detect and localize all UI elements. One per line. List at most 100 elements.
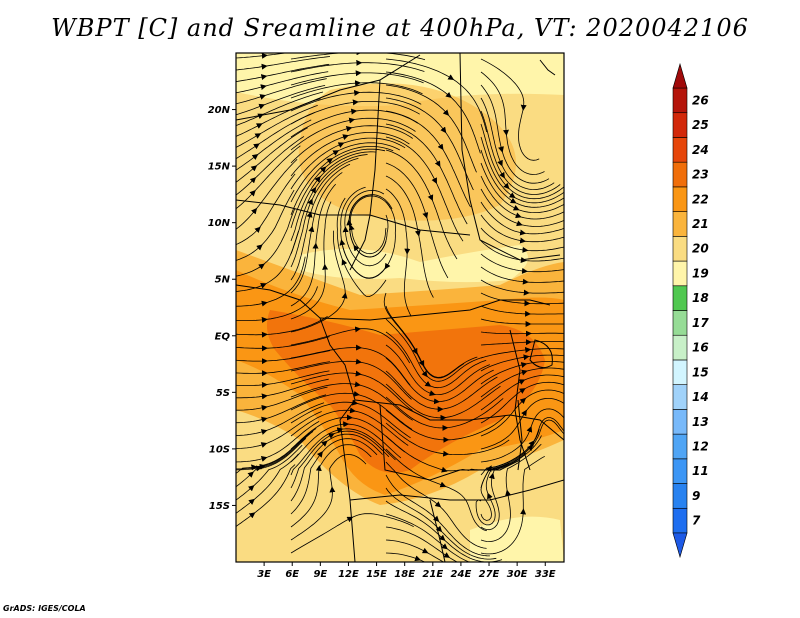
lake-outline [529,339,553,369]
streamline-arrow [508,192,516,199]
chart-title: WBPT [C] and Sreamline at 400hPa, VT: 20… [51,14,749,42]
streamline-arrow [421,370,428,378]
lat-tick-label: 15N [208,162,231,173]
border-line [349,479,564,501]
colorbar-max-arrow [672,62,688,89]
streamline-arrow [429,390,436,396]
streamline-arrow [314,176,321,183]
lon-tick-label: 30E [507,569,528,580]
colorbar-min-arrow [672,532,688,559]
streamline-arrow [251,154,259,160]
streamline-arrow [432,515,440,523]
streamline-arrow [442,109,450,116]
colorbar-segment [672,260,688,287]
streamline-arrow [260,456,268,462]
colorbar-segment [672,483,688,509]
border-line [236,54,421,121]
colorbar-segment [672,384,688,410]
streamline [290,53,426,61]
streamline-arrow [253,143,260,150]
streamline-arrow [341,258,348,266]
streamline-arrow [247,471,254,478]
streamline-arrow [250,207,258,215]
streamline-arrow [247,485,255,492]
streamline-arrow [526,444,534,452]
lon-tick-label: 33E [535,569,556,580]
streamline-arrow [254,133,262,139]
streamline-arrow [351,399,359,406]
lon-tick-label: 15E [366,569,387,580]
colorbar-segment [672,112,688,138]
border-line [319,299,551,321]
streamline-arrow [258,103,266,110]
colorbar-label: 23 [692,168,709,182]
streamline-arrow [487,492,493,500]
footer-credit: GrADS: IGES/COLA [3,604,86,613]
colorbar: 7 9 11 12 13 14 15 16 17 18 19 20 21 22 23 24 25 26 [672,62,709,559]
latitude-axis: 20N 15N 10N 5N EQ 5S 10S 15S [208,105,236,512]
lat-tick-label: 15S [209,501,230,512]
streamline-arrow [248,512,256,519]
streamline-arrow [250,165,258,172]
streamline-arrow [341,292,348,299]
colorbar-label: 15 [692,365,709,379]
colorbar-segment [672,211,688,237]
streamline-arrow [346,516,354,523]
streamline-arrow [332,150,340,156]
streamline-arrow [439,481,447,488]
streamline-arrow [248,498,255,505]
streamline-arrow [414,230,421,237]
colorbar-label: 16 [692,341,709,355]
streamline-arrow [422,212,429,219]
streamline-arrow [447,74,455,80]
streamline-arrow [260,84,267,91]
streamline-arrow [519,237,527,244]
streamline-arrow [261,416,268,423]
streamline-arrow [348,117,356,124]
streamline-arrow [316,451,323,458]
colorbar-segment [672,507,688,534]
streamline-arrow [258,263,265,270]
lon-tick-label: 21E [422,569,443,580]
streamline-arrow [503,182,510,190]
colorbar-label: 7 [692,514,701,528]
streamline-arrow [254,226,261,234]
streamline-arrow [328,433,335,439]
streamline-arrow [255,123,263,129]
streamline-arrow [438,534,446,541]
colorbar-label: 12 [692,439,709,453]
streamline-arrow [497,159,503,167]
colorbar-label: 14 [692,390,709,404]
streamline-arrow [505,489,512,497]
colorbar-segment [672,409,688,435]
streamline-arrow [321,440,328,447]
border-line [354,399,564,441]
lon-tick-label: 27E [479,569,500,580]
streamline-arrow [307,198,313,206]
colorbar-label: 11 [692,464,709,478]
streamline-arrow [339,239,346,246]
lon-tick-label: 12E [338,569,359,580]
streamline-arrow [257,113,264,120]
streamline-arrow [353,390,360,397]
streamline-arrow [259,94,267,100]
colorbar-segment [672,310,688,336]
streamline-arrow [523,354,530,361]
streamline-arrow [260,442,268,448]
streamline-arrow [306,211,313,218]
colorbar-label: 17 [692,316,709,330]
lat-tick-label: 5S [216,388,230,399]
lat-tick-label: 5N [215,275,231,286]
streamline-arrow [509,197,517,204]
streamline-arrow [249,190,256,197]
streamline-arrow [427,194,434,202]
lat-tick-label: 10S [209,444,230,455]
lon-tick-label: 3E [257,569,271,580]
streamline-arrow [440,126,447,134]
streamline-arrow [445,91,452,99]
streamline-arrow [512,204,520,211]
streamline-arrow [354,381,361,388]
streamline-arrow [326,157,334,164]
streamline-arrow [310,186,317,194]
